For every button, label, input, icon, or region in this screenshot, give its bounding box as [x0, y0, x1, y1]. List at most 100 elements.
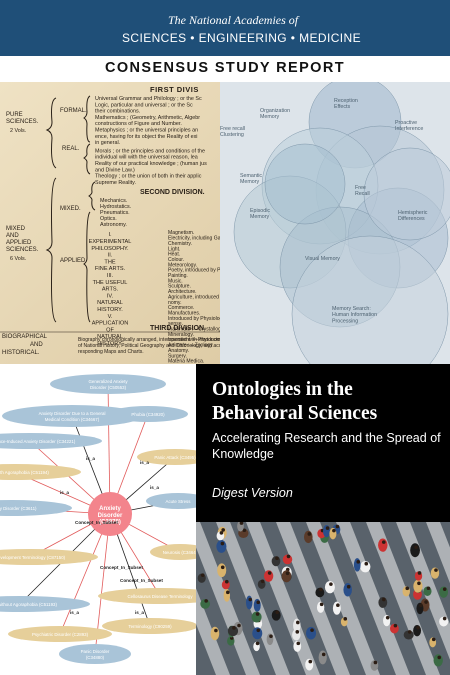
- crosswalk-stripe: [336, 522, 410, 675]
- ontology-node-label: Cellosaurus Disease Terminology: [127, 594, 193, 599]
- applied-section-label: APPLICATION: [92, 321, 129, 327]
- doc-text-line: Reality of our practical knowledge ; (hu…: [95, 161, 207, 167]
- pedestrian: [217, 563, 227, 578]
- pedestrian-head: [434, 568, 438, 572]
- venn-label-line: Interference: [395, 126, 423, 132]
- ontology-center-label: Disorder: [98, 513, 123, 519]
- ontology-node: [2, 405, 142, 427]
- pedestrian-head: [385, 615, 390, 620]
- pedestrian-head: [214, 628, 218, 633]
- applied-section-label: II.: [108, 253, 113, 259]
- ontology-center-label: Anxiety: [99, 506, 121, 512]
- doc-text-line: individual will with the universal reaso…: [95, 155, 198, 161]
- pedestrian-head: [221, 528, 225, 532]
- doc-text-line: Biography chronologically arranged, inte…: [78, 337, 247, 343]
- ontology-node-label: Terminology (C90259): [128, 624, 172, 629]
- doc-text-line: Light.: [168, 246, 180, 252]
- ontology-node: [137, 449, 196, 465]
- doc-text-line: Music.: [168, 278, 183, 284]
- venn-label-line: Memory Search:: [332, 306, 371, 312]
- ontology-node: [0, 500, 72, 516]
- ontology-node-label: Phobia (C34920): [131, 412, 165, 417]
- doc-text-line: constructions of Figure and Number.: [95, 121, 182, 127]
- applied-section-label: HISTORY.: [97, 341, 123, 347]
- pedestrian-head: [256, 628, 261, 633]
- applied-section-label: NATURAL: [97, 334, 123, 340]
- book-subtitle: Accelerating Research and the Spread of …: [212, 431, 441, 461]
- ontology-node-label: Anxiety Disorder Due to a General: [39, 411, 106, 416]
- doc-text-line: Inanimate :—Crystallography, Geolo: [168, 327, 250, 333]
- doc-text-line: in general.: [95, 140, 120, 146]
- pedestrian-head: [393, 623, 398, 628]
- applied-section-label: V.: [108, 314, 113, 320]
- applied-section-label: ARTS.: [102, 287, 119, 293]
- venn-label-line: Processing: [332, 318, 358, 324]
- mixed-applied-label: 6 Vols.: [10, 256, 26, 262]
- pedestrian-head: [431, 637, 436, 642]
- mixed-applied-label: AND: [6, 233, 19, 239]
- venn-label-line: Recall: [355, 191, 370, 197]
- doc-text-line: Morals ; or the principles and condition…: [95, 148, 205, 154]
- venn-label: Free Recall: [355, 185, 370, 197]
- doc-text-line: nomy.: [168, 300, 182, 306]
- pedestrian-head: [248, 597, 253, 602]
- doc-text-line: Animate :—Zoology.: [168, 343, 214, 349]
- ontology-edge-label: is_a: [150, 485, 159, 490]
- academies-header: The National Academies of SCIENCES • ENG…: [0, 0, 450, 56]
- doc-text-line: Pneumatics.: [100, 210, 130, 216]
- pedestrian-head: [381, 540, 386, 544]
- venn-label: Free recall Clustering: [220, 126, 245, 138]
- doc-text-line: Meteorology.: [168, 262, 197, 268]
- doc-text-line: Electricity, including Galvanis: [168, 236, 234, 242]
- second-division-heading: SECOND DIVISION.: [140, 189, 205, 196]
- pedestrian-head: [260, 579, 265, 584]
- ontology-node-label: Anxiety Disorder (C3611): [0, 506, 37, 511]
- venn-circle: [264, 143, 346, 225]
- venn-label-line: Semantic: [240, 173, 262, 179]
- ontology-node-label: Phobia without Agoraphobia (C51193): [0, 602, 57, 607]
- brace-applied: [83, 211, 91, 323]
- academies-name-line2: SCIENCES • ENGINEERING • MEDICINE: [122, 31, 361, 45]
- doc-text-line: their combinations.: [95, 109, 140, 115]
- pure-sciences-label: 2 Vols.: [10, 128, 26, 134]
- pedestrian-head: [346, 584, 351, 589]
- venn-label-line: Free: [355, 185, 366, 191]
- pedestrian: [353, 558, 361, 572]
- ontology-center-node: [88, 492, 132, 536]
- applied-section-label: HISTORY.: [97, 307, 123, 313]
- anxiety-ontology-graph: Generalized Anxiety Disorder (C50553) Anxi…: [0, 364, 196, 675]
- pedestrian-head: [310, 628, 314, 632]
- venn-circle: [291, 235, 449, 364]
- applied-section-label: I.: [108, 232, 112, 238]
- pedestrian-head: [256, 600, 261, 605]
- crosswalk-stripe: [306, 522, 380, 675]
- ontology-node: [8, 626, 112, 642]
- ontology-node: [0, 549, 98, 565]
- biographical-label: HISTORICAL.: [2, 350, 40, 356]
- ontology-edge-label: Concept_In_Subset: [75, 520, 118, 525]
- venn-label-line: Organization: [260, 108, 290, 114]
- real-label: REAL.: [62, 146, 80, 152]
- pedestrian: [245, 595, 253, 610]
- pedestrian-head: [382, 597, 386, 602]
- pedestrian-head: [407, 630, 412, 634]
- venn-label-line: Proactive: [395, 120, 417, 126]
- pedestrian: [318, 650, 327, 665]
- pedestrian: [378, 538, 388, 552]
- pedestrian-head: [417, 571, 422, 575]
- applied-section-label: NATURAL: [97, 300, 123, 306]
- ontology-node-label: Substance-Induced Anxiety Disorder (C342…: [0, 439, 76, 444]
- pedestrian: [332, 601, 341, 615]
- doc-text-line: Mechanics.: [100, 198, 127, 204]
- pedestrian-head: [224, 579, 229, 584]
- doc-text-line: Mathematics ; (Geometry, Arithmetic, Alg…: [95, 115, 200, 121]
- applied-section-label: THE USEFUL: [93, 280, 128, 286]
- ontology-node: [59, 644, 131, 664]
- venn-label-line: Differences: [398, 216, 425, 222]
- doc-text-line: of National History, Political Geography…: [78, 343, 264, 349]
- ontology-node-label: (C34880): [86, 655, 105, 660]
- venn-label-line: Visual Memory: [305, 256, 340, 262]
- pedestrian-head: [285, 571, 290, 576]
- crosswalk-crowd-photo: [196, 522, 450, 675]
- pedestrian-head: [286, 554, 291, 559]
